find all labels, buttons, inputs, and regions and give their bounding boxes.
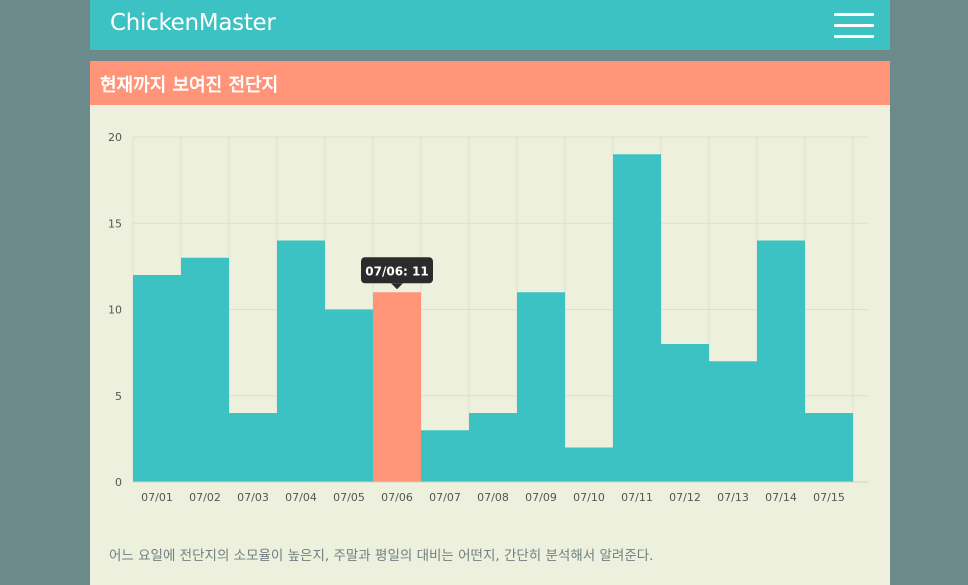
bar-07/05[interactable] — [325, 309, 373, 483]
x-tick-label: 07/04 — [285, 491, 317, 504]
tooltip-arrow — [391, 283, 403, 290]
menu-line — [834, 24, 874, 27]
x-tick-label: 07/15 — [813, 491, 845, 504]
panel-title: 현재까지 보여진 전단지 — [100, 75, 279, 96]
menu-line — [834, 35, 874, 38]
bar-07/10[interactable] — [565, 447, 613, 483]
bar-07/15[interactable] — [805, 413, 853, 482]
panel-body: 0 5 10 15 20 07/01 07/02 07/03 07/04 07/05 07/06 07… — [90, 105, 890, 585]
menu-line — [834, 13, 874, 16]
y-tick-label: 10 — [108, 304, 122, 317]
x-tick-label: 07/05 — [333, 491, 365, 504]
panel-header: 현재까지 보여진 전단지 — [90, 61, 890, 105]
y-tick-label: 5 — [115, 390, 122, 403]
bar-07/03[interactable] — [229, 413, 277, 482]
x-tick-label: 07/06 — [381, 491, 413, 504]
tooltip-text: 07/06: 11 — [365, 264, 428, 278]
bar-07/04[interactable] — [277, 240, 325, 483]
x-tick-label: 07/11 — [621, 491, 653, 504]
bar-07/09[interactable] — [517, 292, 565, 482]
x-tick-label: 07/02 — [189, 491, 221, 504]
x-tick-label: 07/12 — [669, 491, 701, 504]
bar-07/06[interactable] — [373, 292, 421, 482]
y-tick-label: 20 — [108, 131, 122, 144]
x-tick-label: 07/13 — [717, 491, 749, 504]
x-tick-label: 07/08 — [477, 491, 509, 504]
y-tick-label: 0 — [115, 476, 122, 489]
bar-07/01[interactable] — [133, 275, 181, 482]
x-tick-label: 07/01 — [141, 491, 173, 504]
x-tick-label: 07/03 — [237, 491, 269, 504]
x-tick-label: 07/10 — [573, 491, 605, 504]
bar-07/14[interactable] — [757, 240, 805, 483]
hamburger-menu-icon[interactable] — [834, 12, 876, 40]
bar-chart: 0 5 10 15 20 07/01 07/02 07/03 07/04 07/05 07/06 07… — [108, 131, 868, 504]
y-tick-label: 15 — [108, 217, 122, 230]
bar-07/13[interactable] — [709, 361, 757, 482]
bar-07/07[interactable] — [421, 430, 469, 482]
panel-description: 어느 요일에 전단지의 소모율이 높은지, 주말과 평일의 대비는 어떤지, 간… — [109, 548, 654, 564]
bar-07/12[interactable] — [661, 344, 709, 482]
bar-07/11[interactable] — [613, 154, 661, 482]
navbar: ChickenMaster — [90, 0, 890, 50]
x-tick-label: 07/14 — [765, 491, 797, 504]
x-tick-label: 07/07 — [429, 491, 461, 504]
tooltip-box — [361, 257, 433, 284]
bar-07/08[interactable] — [469, 413, 517, 482]
bar-07/02[interactable] — [181, 257, 229, 482]
x-tick-label: 07/09 — [525, 491, 557, 504]
brand-logo[interactable]: ChickenMaster — [110, 10, 276, 36]
